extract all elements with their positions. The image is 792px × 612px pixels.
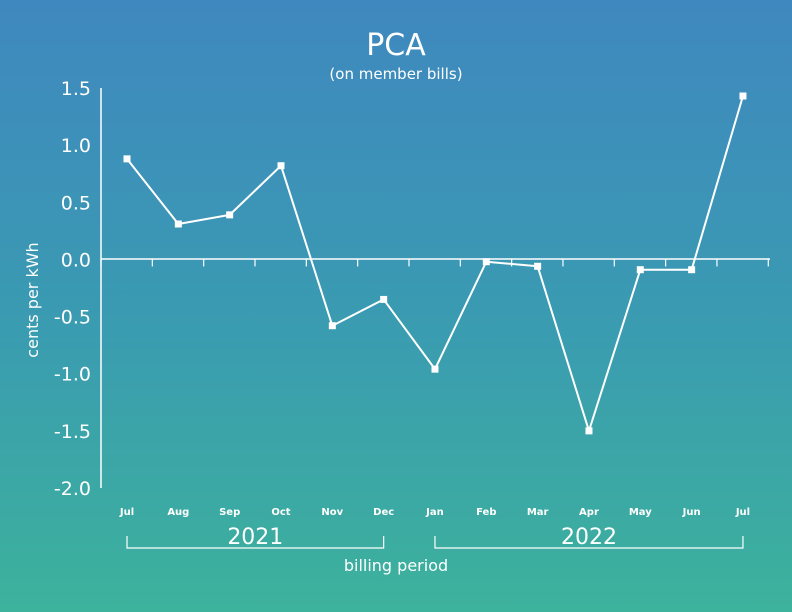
year-label: 2021 xyxy=(227,525,283,550)
y-tick-label: 0.0 xyxy=(61,249,91,271)
x-tick-label: Mar xyxy=(527,507,549,518)
data-point-marker xyxy=(688,266,696,274)
year-brackets: 2021 2022 xyxy=(126,525,744,550)
x-tick-label: Oct xyxy=(271,507,290,518)
y-tick-label: 1.5 xyxy=(61,78,91,100)
y-axis-label: cents per kWh xyxy=(23,242,42,357)
data-point-marker xyxy=(123,155,131,163)
x-tick-label: May xyxy=(629,507,652,518)
x-tick-label: Jul xyxy=(119,507,134,518)
x-tick-label: Jan xyxy=(425,507,444,518)
y-tick-label: 1.0 xyxy=(61,135,91,157)
x-tick-label: Feb xyxy=(476,507,496,518)
x-tick-label: Jul xyxy=(735,507,750,518)
y-tick-label: 0.5 xyxy=(61,192,91,214)
x-tick-label: Dec xyxy=(373,507,394,518)
y-tick-label: -1.5 xyxy=(54,421,91,443)
chart-subtitle: (on member bills) xyxy=(329,65,462,83)
y-tick-label: -1.0 xyxy=(54,364,91,386)
x-ticks: Jul Aug Sep Oct Nov Dec Jan Feb Mar Apr May Jun Jul xyxy=(100,259,769,518)
x-tick-label: Sep xyxy=(219,507,240,518)
x-axis-label: billing period xyxy=(344,556,448,575)
y-tick-label: -2.0 xyxy=(54,478,91,500)
year-bracket xyxy=(126,536,385,549)
y-tick-label: -0.5 xyxy=(54,307,91,329)
data-point-marker xyxy=(380,295,388,303)
data-point-marker xyxy=(328,322,336,330)
chart-title: PCA xyxy=(366,28,426,63)
x-tick-label: Nov xyxy=(321,507,343,518)
data-point-marker xyxy=(431,365,439,373)
year-bracket xyxy=(434,536,744,549)
x-tick-label: Jun xyxy=(682,507,701,518)
year-label: 2022 xyxy=(561,525,617,550)
data-series xyxy=(123,92,747,435)
x-tick-label: Aug xyxy=(167,507,189,518)
data-point-marker xyxy=(482,258,490,266)
data-point-marker xyxy=(277,162,285,170)
data-point-marker xyxy=(739,92,747,100)
data-point-marker xyxy=(636,266,644,274)
y-ticks: 1.5 1.0 0.5 0.0 -0.5 -1.0 -1.5 -2.0 xyxy=(54,78,91,500)
data-point-marker xyxy=(585,427,593,435)
x-tick-label: Apr xyxy=(579,507,599,518)
pca-series-line xyxy=(126,95,744,432)
data-point-marker xyxy=(226,211,234,219)
data-point-marker xyxy=(534,262,542,270)
data-point-marker xyxy=(174,220,182,228)
